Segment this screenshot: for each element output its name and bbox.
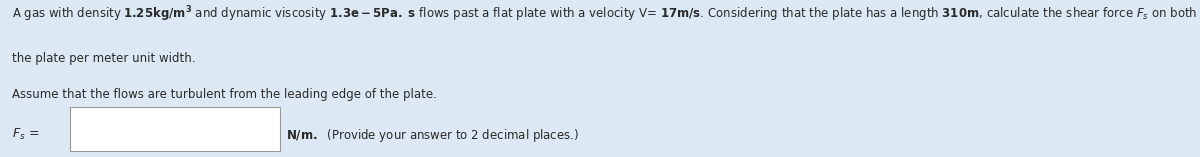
- FancyBboxPatch shape: [70, 107, 280, 151]
- Text: the plate per meter unit width.: the plate per meter unit width.: [12, 52, 196, 65]
- Text: A gas with density $\mathbf{1.25kg/m^3}$ and dynamic viscosity $\mathbf{1.3e-5Pa: A gas with density $\mathbf{1.25kg/m^3}$…: [12, 5, 1200, 24]
- Text: $\mathit{F_s}$ =: $\mathit{F_s}$ =: [12, 127, 40, 142]
- Text: $\mathbf{N/m.}$  (Provide your answer to 2 decimal places.): $\mathbf{N/m.}$ (Provide your answer to …: [286, 127, 578, 144]
- Text: Assume that the flows are turbulent from the leading edge of the plate.: Assume that the flows are turbulent from…: [12, 88, 437, 101]
